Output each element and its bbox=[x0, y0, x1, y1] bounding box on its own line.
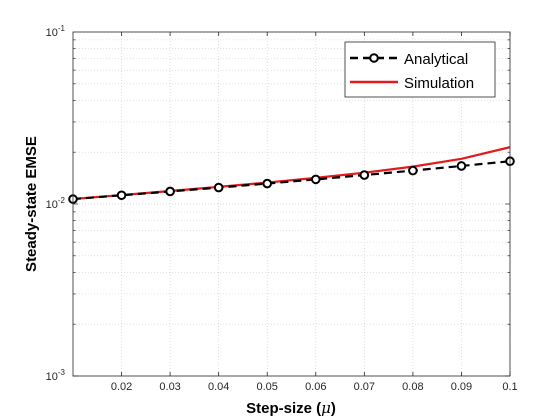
legend-analytical-label: Analytical bbox=[404, 51, 468, 68]
y-tick-label: 10-1 bbox=[46, 24, 66, 39]
legend-analytical-marker bbox=[369, 53, 379, 63]
x-tick-label: 0.02 bbox=[111, 381, 132, 393]
y-tick-label: 10-2 bbox=[46, 196, 66, 211]
y-axis-label: Steady-state EMSE bbox=[23, 136, 40, 272]
data-point-analytical bbox=[408, 165, 418, 176]
x-tick-label: 0.07 bbox=[354, 381, 375, 393]
data-point-analytical bbox=[165, 186, 175, 197]
data-point-analytical bbox=[456, 161, 467, 171]
legend: Analytical Simulation bbox=[344, 41, 496, 98]
x-tick-label: 0.06 bbox=[305, 381, 326, 393]
data-point-analytical bbox=[262, 178, 273, 189]
series-line-simulation bbox=[72, 146, 511, 201]
x-tick-label: 0.09 bbox=[451, 381, 472, 393]
data-point-analytical bbox=[310, 174, 321, 185]
tick-layer: 0.02 0.03 0.04 0.05 0.06 0.07 0.08 0.09 0.1 10-1 1… bbox=[46, 24, 518, 393]
x-tick-label: 0.08 bbox=[402, 381, 423, 393]
x-tick-label: 0.05 bbox=[257, 381, 278, 393]
data-point-analytical bbox=[116, 190, 127, 201]
y-tick-label: 10-3 bbox=[46, 368, 66, 383]
mu-symbol: μ bbox=[321, 399, 331, 417]
x-tick-label: 0.04 bbox=[208, 381, 229, 393]
data-point-analytical bbox=[359, 170, 370, 180]
data-point-analytical bbox=[213, 182, 224, 193]
series-layer bbox=[68, 146, 515, 204]
x-tick-label: 0.03 bbox=[159, 381, 180, 393]
x-tick-label: 0.1 bbox=[502, 381, 517, 393]
series-line-analytical bbox=[72, 160, 511, 201]
x-axis-label: Step-size (μ) bbox=[246, 399, 336, 417]
legend-box bbox=[344, 41, 496, 98]
legend-simulation-label: Simulation bbox=[404, 75, 474, 92]
